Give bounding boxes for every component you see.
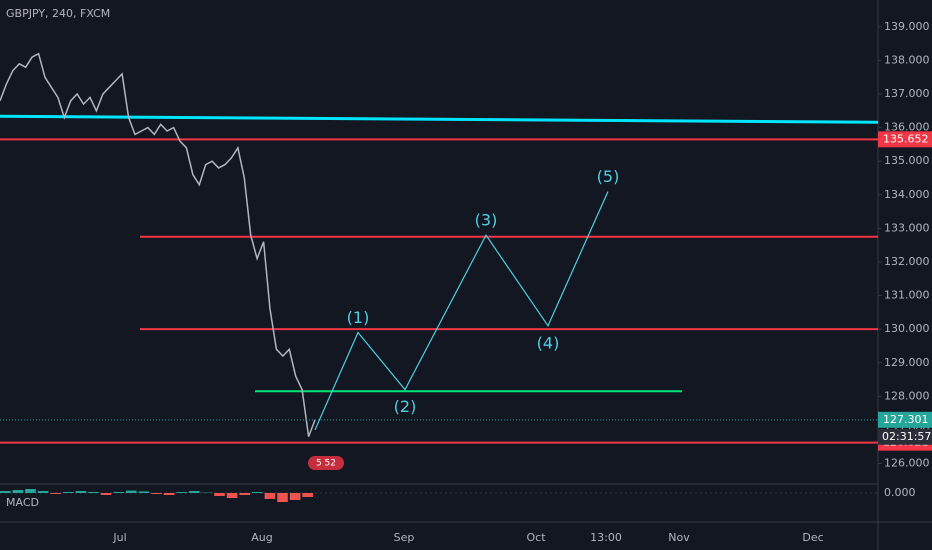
wave-label: (1)	[347, 308, 370, 327]
x-tick-label: Nov	[668, 531, 690, 544]
macd-bar	[214, 493, 225, 496]
y-tick-label: 130.000	[884, 322, 930, 335]
marker-badge	[308, 456, 344, 470]
y-tick-label: 131.000	[884, 289, 930, 302]
macd-bar	[277, 493, 288, 502]
trend-line	[0, 114, 879, 124]
x-tick-label: Dec	[802, 531, 823, 544]
y-tick-label: 135.000	[884, 154, 930, 167]
macd-bar	[63, 492, 74, 493]
marker-label: 5 52	[316, 459, 336, 469]
macd-bar	[151, 493, 162, 494]
x-tick-label: Aug	[251, 531, 272, 544]
macd-bar	[25, 489, 36, 493]
macd-bar	[226, 493, 238, 498]
macd-bar	[264, 493, 276, 499]
price-badge-label: 127.301	[883, 413, 929, 426]
y-tick-label: 139.000	[884, 20, 930, 33]
macd-bar	[88, 492, 99, 493]
price-line	[0, 52, 316, 437]
price-badge-label: 135.652	[883, 132, 929, 145]
x-tick-label: Jul	[112, 531, 126, 544]
macd-label: MACD	[6, 496, 39, 509]
y-tick-label: 134.000	[884, 188, 930, 201]
macd-bar	[302, 493, 313, 497]
macd-bar	[176, 492, 187, 493]
y-tick-label: 137.000	[884, 87, 930, 100]
y-tick-label: 136.000	[884, 121, 930, 134]
y-tick-label: 126.000	[884, 457, 930, 470]
x-tick-label: Oct	[526, 531, 546, 544]
y-tick-label: 128.000	[884, 389, 930, 402]
y-tick-label: 133.000	[884, 221, 930, 234]
countdown-label: 02:31:57	[882, 430, 931, 443]
macd-bar	[289, 493, 301, 500]
countdown-badge	[878, 428, 932, 445]
price-badge	[878, 131, 932, 148]
wave-label: (3)	[475, 211, 498, 230]
y-tick-label: 138.000	[884, 53, 930, 66]
wave-path	[314, 191, 609, 431]
macd-bar	[0, 491, 11, 493]
x-tick-label: Sep	[394, 531, 415, 544]
macd-bar	[252, 492, 263, 493]
y-tick-label: 132.000	[884, 255, 930, 268]
macd-bar	[100, 493, 112, 495]
macd-bar	[12, 490, 24, 493]
macd-bar	[163, 493, 175, 495]
wave-label: (5)	[597, 167, 620, 186]
chart-title: GBPJPY, 240, FXCM	[6, 7, 110, 20]
y-tick-label: 129.000	[884, 356, 930, 369]
macd-bar	[37, 491, 49, 493]
macd-bar	[50, 493, 61, 494]
macd-tick-label: 0.000	[884, 486, 916, 499]
macd-bar	[239, 493, 250, 495]
macd-bar	[189, 491, 200, 493]
wave-label: (4)	[537, 333, 560, 352]
x-tick-label: 13:00	[590, 531, 622, 544]
wave-label: (2)	[394, 397, 417, 416]
macd-bar	[138, 491, 150, 493]
price-badge	[878, 411, 932, 428]
macd-bar	[75, 491, 87, 493]
macd-bar	[126, 490, 137, 493]
macd-bar	[113, 492, 124, 493]
